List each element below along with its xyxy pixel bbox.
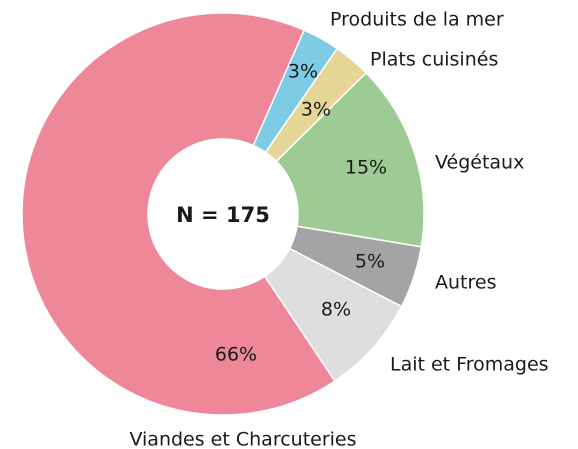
category-label: Produits de la mer [330, 9, 504, 31]
value-label: 15% [345, 157, 387, 179]
category-label: Végétaux [435, 152, 524, 174]
wedge [275, 71, 425, 248]
center-label: N = 175 [176, 203, 270, 227]
category-label: Lait et Fromages [390, 354, 549, 376]
value-label: 5% [355, 251, 385, 273]
value-label: 3% [301, 99, 331, 121]
category-label: Autres [435, 272, 496, 294]
value-label: 66% [215, 344, 257, 366]
wedge [21, 12, 336, 416]
value-label: 3% [288, 61, 318, 83]
category-label: Plats cuisinés [370, 49, 498, 71]
category-label: Viandes et Charcuteries [129, 429, 356, 449]
value-label: 8% [321, 299, 351, 321]
